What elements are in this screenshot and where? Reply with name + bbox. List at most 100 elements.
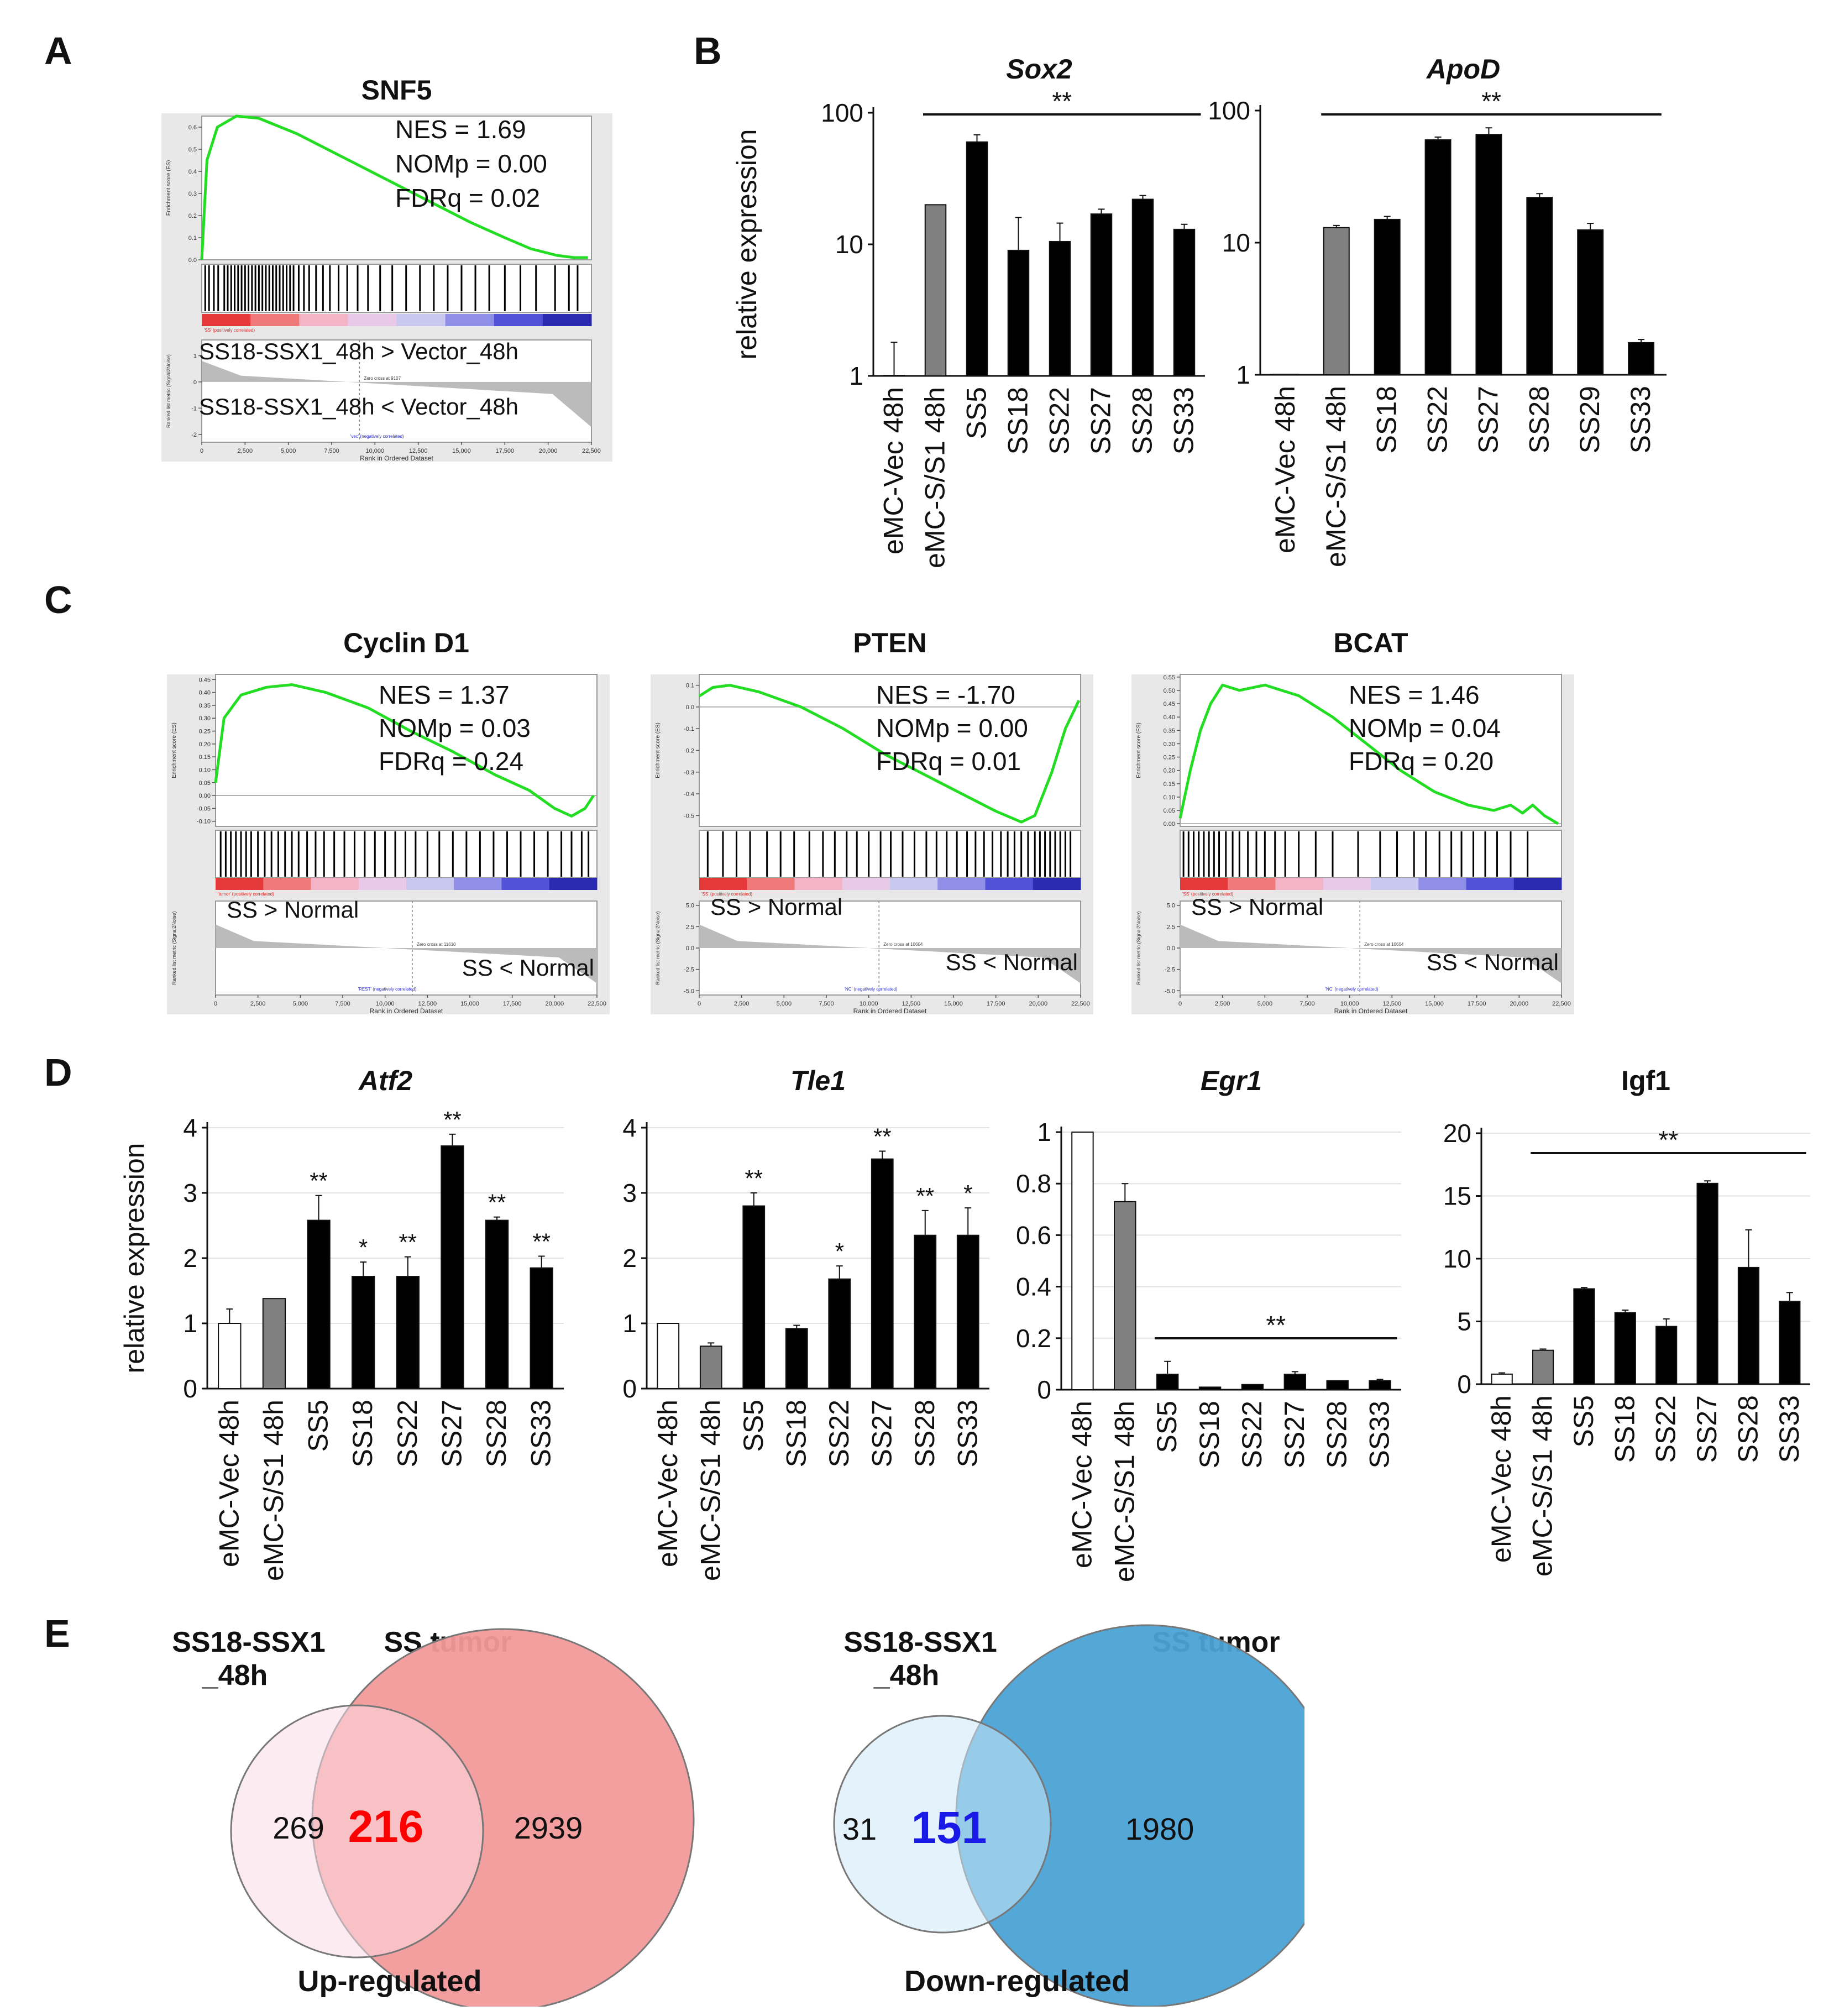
- pos-corr-label: 'SS' (positively correlated): [204, 328, 255, 333]
- es-tick-label: 0.40: [1164, 714, 1175, 721]
- bar-ss28: [914, 1234, 937, 1389]
- es-tick-label: 0.25: [1164, 755, 1175, 761]
- metric-tick-label: 0.0: [686, 945, 694, 952]
- heat-segment: [1466, 878, 1515, 890]
- es-tick-label: 0.10: [199, 767, 211, 773]
- rank-tick-label: 22,500: [588, 1001, 606, 1007]
- gsea-stat-1: NOMp = 0.04: [1349, 714, 1501, 742]
- category-label: SS5: [1151, 1401, 1182, 1453]
- es-curve: [214, 683, 595, 818]
- significance-label: **: [1052, 87, 1072, 116]
- heat-segment: [1033, 878, 1081, 890]
- bar-chart-sox2: Sox2 1 10 100 relative expression eMC-Vec 48h…: [731, 54, 1205, 568]
- bar-chart-title: Atf2: [358, 1065, 412, 1096]
- es-tick-label: -0.5: [684, 813, 694, 819]
- bar-ss28: [1526, 197, 1553, 375]
- heat-segment: [396, 314, 446, 326]
- rank-tick-label: 0: [200, 448, 203, 454]
- heat-segment: [1418, 878, 1466, 890]
- category-label: SS28: [1322, 1401, 1353, 1468]
- y-tick-label: 3: [183, 1179, 197, 1207]
- y-tick-label: 0: [1457, 1370, 1471, 1399]
- hits-area: [215, 830, 598, 878]
- venn-circle-ss18-ssx1: [230, 1704, 484, 1959]
- category-label: SS22: [1044, 387, 1075, 454]
- y-tick-label: 2: [622, 1244, 637, 1273]
- rank-axis-label: Rank in Ordered Dataset: [370, 1007, 443, 1015]
- heat-segment: [445, 314, 495, 326]
- gsea-stat-2: FDRq = 0.24: [379, 747, 523, 776]
- significance-star: *: [835, 1238, 844, 1264]
- gsea-bottom-label: SS < Normal: [1427, 949, 1559, 975]
- significance-star: **: [310, 1168, 328, 1194]
- y-axis-label: relative expression: [731, 129, 762, 360]
- category-label: SS33: [1625, 386, 1656, 453]
- rank-axis-label: Rank in Ordered Dataset: [360, 454, 433, 462]
- category-label: SS29: [1574, 386, 1605, 453]
- y-tick-label: 0.4: [1016, 1273, 1051, 1301]
- category-label: eMC-Vec 48h: [1066, 1401, 1097, 1568]
- category-label: SS18: [1609, 1395, 1640, 1463]
- category-label: SS33: [1168, 387, 1199, 454]
- bar-ss33: [1369, 1380, 1391, 1391]
- panel-label-c: C: [44, 578, 72, 621]
- bar-emc-vec-48h: [1272, 374, 1299, 375]
- es-tick-label: 0.35: [199, 703, 211, 709]
- heat-segment: [1275, 878, 1324, 890]
- es-tick-label: 0.20: [199, 741, 211, 748]
- hits-area: [1180, 830, 1562, 878]
- gsea-top-label: SS18-SSX1_48h > Vector_48h: [199, 338, 518, 364]
- metric-tick-label: -5.0: [1165, 988, 1175, 994]
- venn-left-title-1: SS18-SSX1: [843, 1626, 997, 1658]
- rank-tick-label: 7,500: [1299, 1001, 1315, 1007]
- heat-segment: [358, 878, 407, 890]
- bar-chart-egr1: Egr1 0 0.2 0.4 0.6 0.8 1 eMC-Vec 48h eMC-S/S1 48…: [1016, 1065, 1401, 1582]
- heat-segment: [454, 878, 502, 890]
- es-tick-label: -0.4: [684, 791, 694, 798]
- heat-segment: [202, 314, 251, 326]
- gsea-stat-0: NES = 1.69: [395, 115, 526, 144]
- significance-star: **: [916, 1183, 934, 1209]
- y-tick-label: 10: [1443, 1244, 1471, 1273]
- bar-emc-s-s1-48h: [1114, 1201, 1136, 1390]
- es-tick-label: 0.35: [1164, 727, 1175, 734]
- metric-tick-label: -2: [191, 432, 197, 438]
- heat-segment: [311, 878, 359, 890]
- metric-distribution: [216, 924, 597, 983]
- venn-left-only: 31: [842, 1811, 877, 1846]
- es-tick-label: 0.50: [1164, 688, 1175, 694]
- hits-area: [201, 264, 592, 313]
- bar-chart-apod: ApoD 1 10 100 eMC-Vec 48h eMC-S/S1 48h SS18 SS2…: [1208, 54, 1667, 567]
- venn-overlap: 216: [348, 1802, 424, 1852]
- bar-ss18: [785, 1328, 808, 1389]
- heat-segment: [937, 878, 986, 890]
- gsea-top-label: SS > Normal: [710, 894, 842, 920]
- gsea-top-label: SS > Normal: [227, 897, 359, 923]
- category-label: SS18: [347, 1400, 378, 1467]
- rank-tick-label: 22,500: [582, 448, 601, 454]
- bar-ss27: [1475, 134, 1502, 375]
- es-tick-label: -0.10: [197, 819, 211, 825]
- category-label: SS28: [1732, 1395, 1763, 1463]
- es-tick-label: 0.4: [188, 169, 197, 175]
- gsea-plot-bcat: BCAT 0.55 0.50 0.45 0.40 0.35 0.30 0.25 0.20 0.15…: [1131, 627, 1574, 1015]
- es-tick-label: 0.05: [199, 780, 211, 787]
- metric-tick-label: -2.5: [1165, 967, 1175, 973]
- gsea-plot-snf5: SNF5 0.6 0.5 0.4 0.3 0.2 0.1 0.0 Enrichment scor…: [161, 75, 612, 462]
- venn-left-title-2: _48h: [202, 1659, 268, 1692]
- gsea-bottom-label: SS18-SSX1_48h < Vector_48h: [199, 394, 518, 420]
- bar-emc-vec-48h: [1491, 1373, 1513, 1385]
- bar-chart-title: Egr1: [1201, 1065, 1262, 1096]
- rank-axis-label: Rank in Ordered Dataset: [853, 1007, 927, 1015]
- category-label: SS22: [824, 1400, 855, 1467]
- y-tick-label: 2: [183, 1244, 197, 1273]
- category-label: SS18: [1003, 387, 1034, 454]
- rank-tick-label: 20,000: [539, 448, 558, 454]
- es-plot-area: [215, 674, 598, 827]
- es-tick-label: 0.45: [1164, 701, 1175, 708]
- neg-corr-label: 'vec' (negatively correlated): [350, 434, 404, 439]
- category-label: SS33: [1364, 1401, 1395, 1468]
- venn-left-only: 269: [273, 1810, 324, 1845]
- pos-corr-label: 'SS' (positively correlated): [701, 892, 752, 897]
- gsea-stat-0: NES = 1.46: [1349, 680, 1480, 709]
